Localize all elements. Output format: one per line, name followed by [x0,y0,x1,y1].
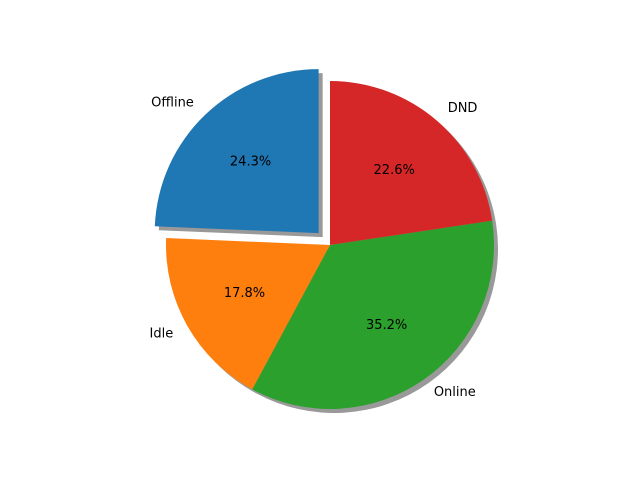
pie-slice-online [252,220,494,410]
label-layer: Offline 24.3% Idle 17.8% Online 35.2% DND 22.6% [150,95,478,400]
slice-label-online: Online [434,385,476,400]
slice-pct-online: 35.2% [366,318,407,333]
slice-pct-offline: 24.3% [230,155,271,170]
slice-layer [154,69,494,410]
slice-pct-dnd: 22.6% [374,163,415,178]
slice-label-dnd: DND [448,101,478,116]
slice-label-idle: Idle [150,327,174,342]
slice-label-offline: Offline [151,95,194,110]
slice-pct-idle: 17.8% [224,286,265,301]
pie-slice-idle [166,238,330,390]
pie-slice-dnd [330,81,493,245]
pie-slice-offline [154,69,319,234]
